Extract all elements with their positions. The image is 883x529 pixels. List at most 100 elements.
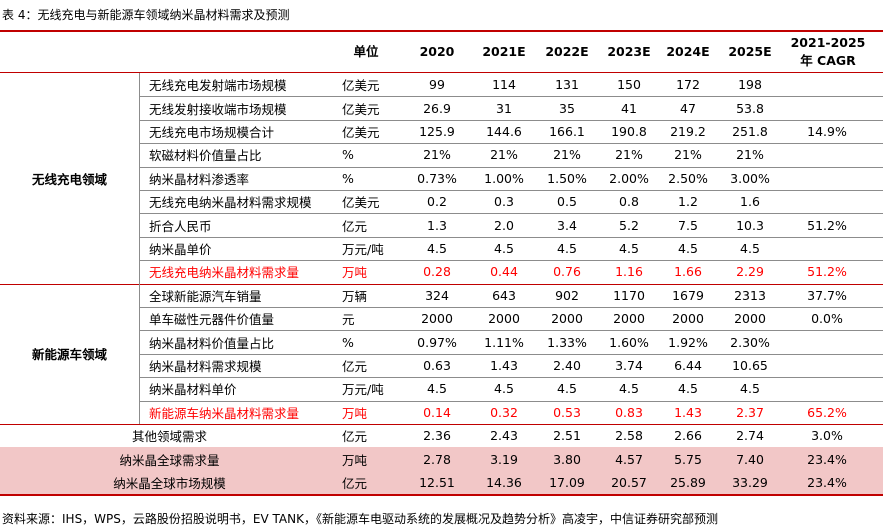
table-row: 其他领域需求 亿元 2.36 2.43 2.51 2.58 2.66 2.74 3.0% xyxy=(0,424,883,447)
row-unit: 万吨 xyxy=(342,405,368,421)
value-cell: 0.97% xyxy=(417,334,457,350)
header-year: 2020 xyxy=(419,44,455,59)
row-divider xyxy=(140,190,883,191)
value-cell: 0.5 xyxy=(557,194,577,210)
row-divider xyxy=(140,143,883,145)
cagr-cell xyxy=(787,96,867,119)
cagr-cell: 0.0% xyxy=(811,311,843,327)
value-cell: 7.40 xyxy=(736,451,764,467)
value-cell: 1170 xyxy=(613,287,645,303)
value-cell: 4.5 xyxy=(427,381,447,397)
value-cell: 1.33% xyxy=(547,334,587,350)
value-cell: 10.65 xyxy=(732,357,768,373)
value-cell: 3.19 xyxy=(490,451,518,467)
value-cell: 1.11% xyxy=(484,334,524,350)
value-cell: 198 xyxy=(738,77,762,93)
source-note: 资料来源：IHS，WPS，云路股份招股说明书，EV TANK，《新能源车电驱动系… xyxy=(2,512,718,526)
cagr-cell: 51.2% xyxy=(807,217,847,233)
header-year: 2022E xyxy=(545,44,589,59)
table-row: 纳米晶单价 万元/吨 4.5 4.5 4.5 4.5 4.5 4.5 xyxy=(0,237,883,260)
row-unit: % xyxy=(342,170,354,186)
header-year: 2025E xyxy=(728,44,772,59)
table-row: 纳米晶材料渗透率% 0.73% 1.00% 1.50% 2.00% 2.50% 3.00% xyxy=(0,167,883,190)
group-rule xyxy=(0,424,883,425)
value-cell: 0.2 xyxy=(427,194,447,210)
value-cell: 251.8 xyxy=(732,123,768,139)
value-cell: 2.36 xyxy=(423,428,451,444)
value-cell: 4.5 xyxy=(678,381,698,397)
value-cell: 2.40 xyxy=(553,357,581,373)
row-label: 单车磁性元器件价值量 xyxy=(149,312,275,328)
value-cell: 0.28 xyxy=(423,264,451,280)
value-cell: 25.89 xyxy=(670,474,706,490)
value-cell: 4.5 xyxy=(427,240,447,256)
value-cell: 21% xyxy=(615,147,643,163)
row-label: 无线发射接收端市场规模 xyxy=(149,101,287,117)
row-unit: 万辆 xyxy=(342,288,368,304)
row-label: 软磁材料价值量占比 xyxy=(149,148,262,164)
table-bottom-rule xyxy=(0,494,883,497)
value-cell: 7.5 xyxy=(678,217,698,233)
value-cell: 3.74 xyxy=(615,357,643,373)
value-cell: 1.92% xyxy=(668,334,708,350)
cagr-cell: 23.4% xyxy=(807,451,847,467)
value-cell: 5.2 xyxy=(619,217,639,233)
row-label: 其他领域需求 xyxy=(131,429,207,445)
value-cell: 4.5 xyxy=(619,240,639,256)
value-cell: 1.50% xyxy=(547,170,587,186)
table-row: 单车磁性元器件价值量 元 2000 2000 2000 2000 2000 2000 0.0% xyxy=(0,307,883,330)
row-label: 无线充电发射端市场规模 xyxy=(149,78,287,94)
value-cell: 2000 xyxy=(672,311,704,327)
value-cell: 0.32 xyxy=(490,404,518,420)
header-year: 2023E xyxy=(607,44,651,59)
row-unit: 亿元 xyxy=(342,218,368,234)
table-row: 无线充电市场规模合计 亿美元 125.9 144.6 166.1 190.8 219.2 25… xyxy=(0,120,883,143)
row-label: 新能源车纳米晶材料需求量 xyxy=(149,405,300,421)
row-unit: 亿美元 xyxy=(342,78,380,94)
table-row: 无线充电发射端市场规模 亿美元 99 114 131 150 172 198 xyxy=(0,73,883,96)
value-cell: 2.29 xyxy=(736,264,764,280)
value-cell: 190.8 xyxy=(611,123,647,139)
row-label: 全球新能源汽车销量 xyxy=(149,288,262,304)
value-cell: 4.5 xyxy=(619,381,639,397)
table-row: 纳米晶全球市场规模 亿元 12.51 14.36 17.09 20.57 25.89 33.2… xyxy=(0,470,883,495)
value-cell: 2.78 xyxy=(423,451,451,467)
value-cell: 21% xyxy=(423,147,451,163)
value-cell: 2.43 xyxy=(490,428,518,444)
cagr-cell: 51.2% xyxy=(807,264,847,280)
value-cell: 4.5 xyxy=(557,381,577,397)
row-divider xyxy=(140,330,883,332)
value-cell: 1.2 xyxy=(678,194,698,210)
row-divider xyxy=(140,236,883,238)
header-unit: 单位 xyxy=(353,44,379,59)
row-divider xyxy=(140,400,883,402)
table-row: 无线充电纳米晶材料需求量 万吨 0.28 0.44 0.76 1.16 1.66 2.29 51… xyxy=(0,260,883,283)
value-cell: 21% xyxy=(674,147,702,163)
value-cell: 2.0 xyxy=(494,217,514,233)
row-divider xyxy=(140,260,883,262)
value-cell: 1.66 xyxy=(674,264,702,280)
row-label: 纳米晶材料需求规模 xyxy=(149,358,262,374)
row-label: 无线充电纳米晶材料需求规模 xyxy=(149,195,312,211)
value-cell: 166.1 xyxy=(549,123,585,139)
value-cell: 2.51 xyxy=(553,428,581,444)
table-row: 折合人民币 亿元 1.3 2.0 3.4 5.2 7.5 10.3 51.2% xyxy=(0,213,883,236)
value-cell: 2.00% xyxy=(609,170,649,186)
value-cell: 21% xyxy=(490,147,518,163)
cagr-cell: 23.4% xyxy=(807,474,847,490)
cagr-cell xyxy=(787,377,867,400)
group-rule xyxy=(0,283,883,285)
value-cell: 643 xyxy=(492,287,516,303)
row-divider xyxy=(140,119,883,121)
value-cell: 26.9 xyxy=(423,100,451,116)
value-cell: 47 xyxy=(680,100,696,116)
value-cell: 4.5 xyxy=(740,240,760,256)
cagr-cell xyxy=(787,354,867,377)
row-divider xyxy=(140,353,883,355)
value-cell: 10.3 xyxy=(736,217,764,233)
value-cell: 2.58 xyxy=(615,428,643,444)
value-cell: 0.44 xyxy=(490,264,518,280)
value-cell: 2.37 xyxy=(736,404,764,420)
row-unit: 亿美元 xyxy=(342,101,380,117)
value-cell: 1.00% xyxy=(484,170,524,186)
